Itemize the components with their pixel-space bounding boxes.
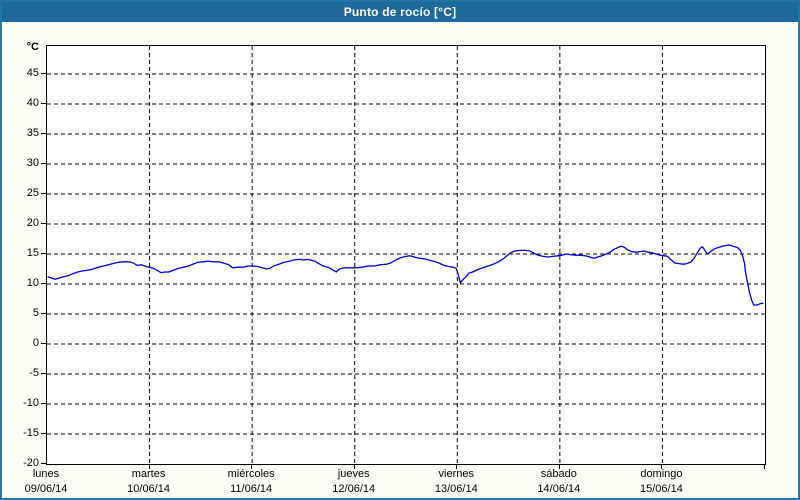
y-tick-mark: [41, 343, 46, 344]
x-day-name: viernes: [438, 468, 475, 480]
y-tick-label: 5: [32, 306, 39, 319]
y-tick-label: 30: [26, 156, 39, 169]
x-axis-day-label: domingo 15/06/14: [640, 467, 683, 497]
y-tick-label: 0: [32, 336, 39, 349]
y-tick-mark: [41, 163, 46, 164]
y-tick-label: 10: [26, 276, 39, 289]
y-tick-mark: [41, 253, 46, 254]
y-tick-label: 35: [26, 126, 39, 139]
chart-title: Punto de rocío [°C]: [343, 5, 457, 19]
y-tick-mark: [41, 193, 46, 194]
y-tick-label: 25: [26, 186, 39, 199]
x-day-date: 15/06/14: [640, 483, 683, 495]
series-line-punto-de-rocío: [47, 244, 764, 306]
x-axis-day-label: viernes 13/06/14: [435, 467, 478, 497]
y-tick-mark: [41, 103, 46, 105]
x-day-name: lunes: [32, 468, 60, 480]
x-day-date: 11/06/14: [230, 483, 273, 495]
y-tick-mark: [41, 283, 46, 284]
x-day-date: 14/06/14: [537, 483, 581, 495]
y-tick-mark: [41, 73, 46, 75]
dew-point-line-chart: [47, 46, 765, 464]
y-tick-mark: [41, 433, 46, 434]
x-axis-day-label: jueves 12/06/14: [332, 467, 375, 497]
y-tick-mark: [41, 403, 46, 404]
x-tick-mark: [456, 464, 458, 469]
x-day-date: 13/06/14: [434, 483, 478, 495]
x-axis-day-label: miércoles 11/06/14: [228, 467, 275, 497]
x-day-name: martes: [131, 468, 166, 480]
x-day-date: 12/06/14: [332, 483, 376, 495]
window-title-bar: Punto de rocío [°C]: [2, 2, 798, 22]
x-axis-day-label: lunes 09/06/14: [25, 467, 68, 497]
y-tick-label: 15: [26, 246, 39, 259]
y-tick-mark: [41, 223, 46, 224]
y-tick-label: -5: [29, 366, 39, 379]
y-tick-mark: [41, 133, 46, 135]
x-tick-mark: [764, 464, 765, 469]
x-day-date: 10/06/14: [127, 483, 170, 495]
y-tick-mark: [41, 463, 46, 464]
y-tick-label: -15: [23, 426, 39, 439]
x-tick-mark: [558, 464, 560, 469]
x-day-date: 09/06/14: [24, 483, 68, 495]
x-day-name: domingo: [640, 468, 683, 480]
y-tick-label: -10: [23, 396, 39, 409]
y-tick-label: 40: [26, 96, 39, 109]
x-day-name: jueves: [337, 468, 370, 480]
y-tick-label: -20: [23, 456, 39, 469]
x-tick-mark: [353, 464, 355, 469]
x-day-name: miércoles: [227, 468, 275, 480]
y-axis-unit-label: °C: [26, 41, 39, 53]
x-tick-mark: [661, 464, 663, 469]
x-axis-day-label: martes 10/06/14: [127, 467, 170, 497]
x-tick-mark: [251, 464, 253, 469]
y-tick-label: 45: [26, 66, 39, 79]
y-tick-mark: [41, 373, 46, 374]
y-tick-mark: [41, 313, 46, 314]
x-axis-day-label: sábado 14/06/14: [537, 467, 580, 497]
plot-area: [46, 45, 766, 465]
x-tick-mark: [148, 464, 150, 469]
x-day-name: sábado: [540, 468, 577, 480]
y-tick-label: 20: [26, 216, 39, 229]
